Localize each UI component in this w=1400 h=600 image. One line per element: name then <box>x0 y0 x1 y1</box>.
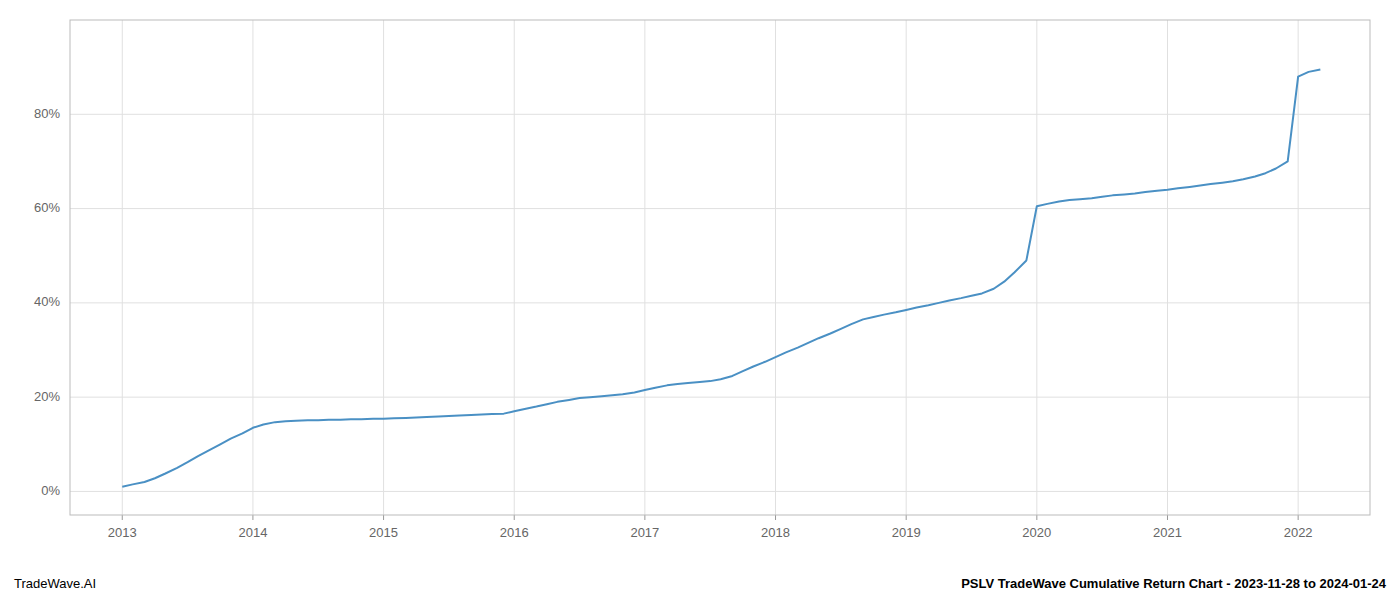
y-tick-label: 40% <box>34 294 60 309</box>
x-tick-label: 2020 <box>1022 525 1051 540</box>
x-grid-line <box>1036 20 1037 515</box>
footer-right: PSLV TradeWave Cumulative Return Chart -… <box>961 576 1387 591</box>
x-tick-label: 2018 <box>761 525 790 540</box>
x-tick-label: 2014 <box>238 525 267 540</box>
x-tick-mark <box>1298 515 1299 520</box>
footer: TradeWave.AI PSLV TradeWave Cumulative Re… <box>14 576 1387 591</box>
x-tick-mark <box>1167 515 1168 520</box>
footer-left: TradeWave.AI <box>14 576 96 591</box>
x-tick-label: 2021 <box>1153 525 1182 540</box>
x-grid-line <box>1167 20 1168 515</box>
x-tick-label: 2019 <box>892 525 921 540</box>
x-tick-label: 2015 <box>369 525 398 540</box>
chart-container: 0% 20% 40% 60% 80% 2013 2014 2015 2016 2017 2018 20… <box>0 0 1400 600</box>
plot-frame <box>70 20 1370 515</box>
x-tick-mark <box>122 515 123 520</box>
x-grid-line <box>644 20 645 515</box>
x-tick-mark <box>514 515 515 520</box>
x-grid-line <box>252 20 253 515</box>
y-grid-line <box>70 302 1370 303</box>
axes: 0% 20% 40% 60% 80% 2013 2014 2015 2016 2017 2018 20… <box>34 20 1370 540</box>
y-tick-label: 60% <box>34 200 60 215</box>
x-grid-line <box>775 20 776 515</box>
x-tick-mark <box>1036 515 1037 520</box>
y-tick-label: 0% <box>41 483 60 498</box>
y-grid-line <box>70 397 1370 398</box>
x-grid-line <box>122 20 123 515</box>
y-grid-line <box>70 208 1370 209</box>
y-tick-label: 80% <box>34 106 60 121</box>
x-tick-label: 2013 <box>108 525 137 540</box>
plot-area <box>122 70 1320 487</box>
data-line <box>122 70 1320 487</box>
x-grid-line <box>383 20 384 515</box>
grid <box>70 20 1370 515</box>
x-grid-line <box>906 20 907 515</box>
x-tick-mark <box>775 515 776 520</box>
x-tick-label: 2017 <box>630 525 659 540</box>
chart-svg: 0% 20% 40% 60% 80% 2013 2014 2015 2016 2017 2018 20… <box>0 0 1400 600</box>
x-tick-mark <box>383 515 384 520</box>
x-tick-mark <box>644 515 645 520</box>
y-tick-label: 20% <box>34 389 60 404</box>
x-tick-mark <box>906 515 907 520</box>
y-grid-line <box>70 491 1370 492</box>
x-tick-label: 2016 <box>500 525 529 540</box>
x-grid-line <box>1298 20 1299 515</box>
y-grid-line <box>70 114 1370 115</box>
x-tick-label: 2022 <box>1284 525 1313 540</box>
x-tick-mark <box>252 515 253 520</box>
x-grid-line <box>514 20 515 515</box>
